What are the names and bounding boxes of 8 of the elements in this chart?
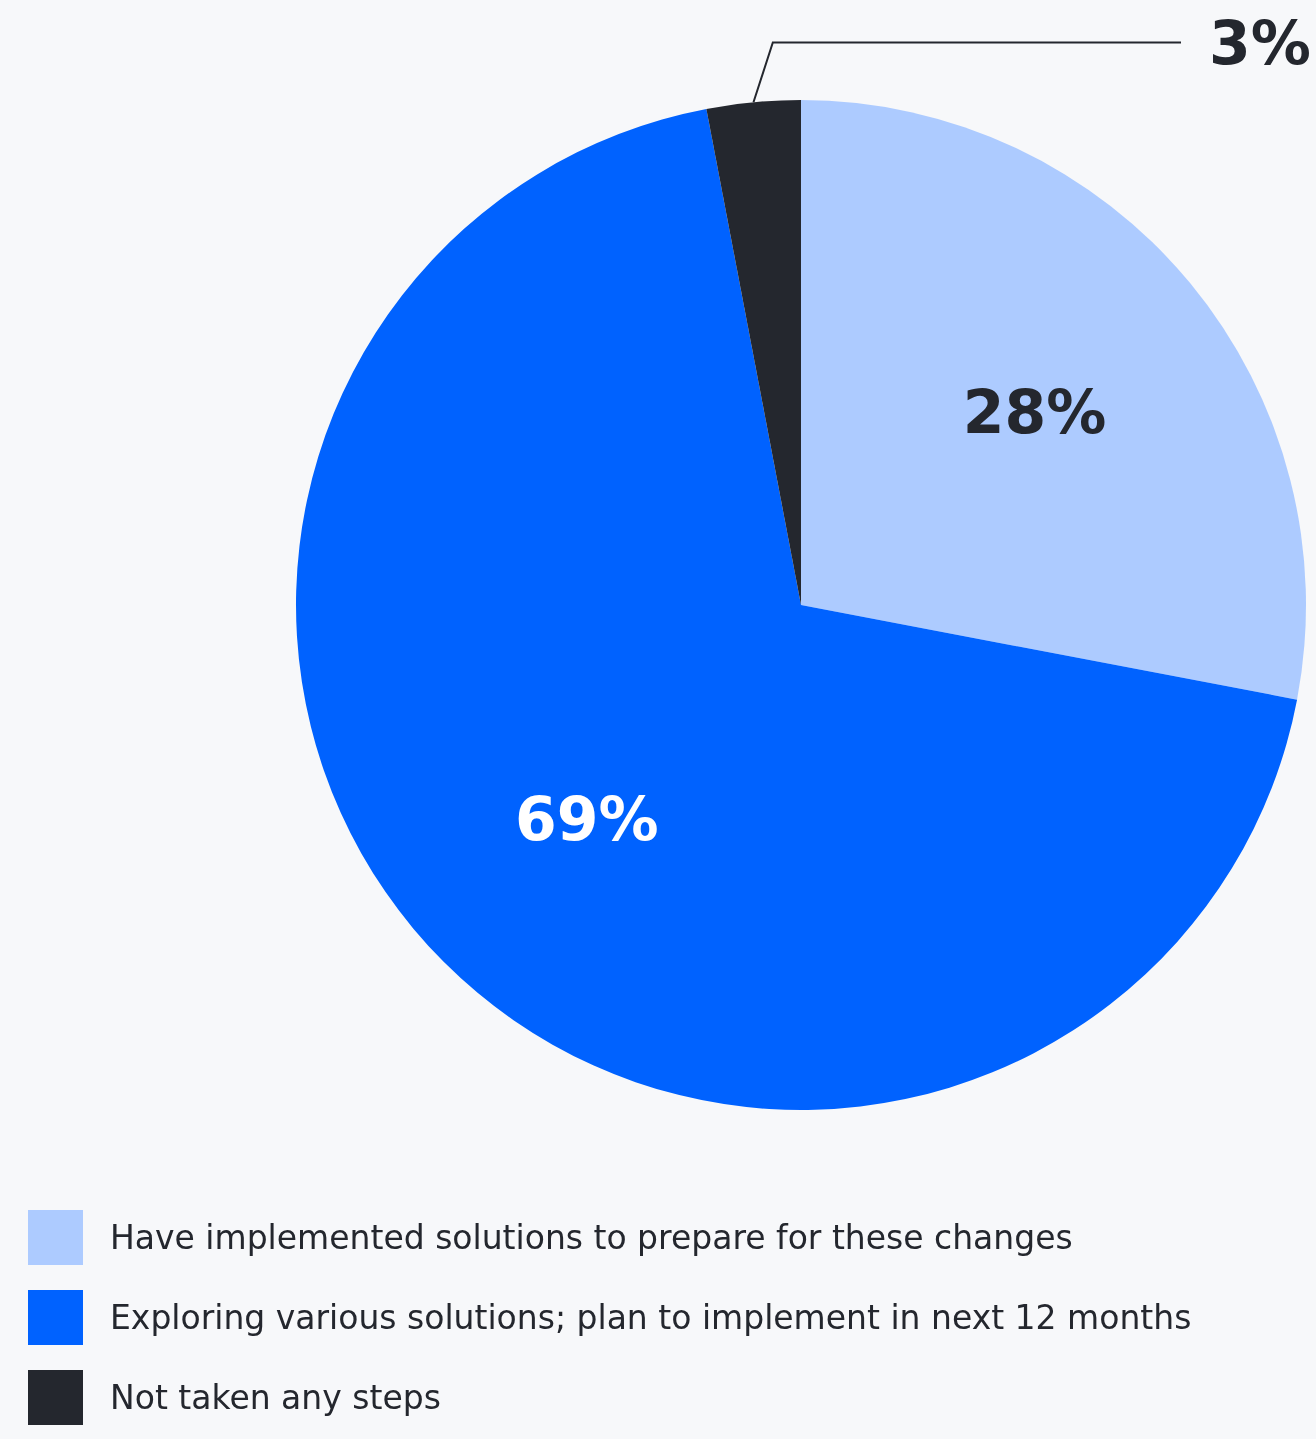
legend-label: Have implemented solutions to prepare for these changes <box>110 1218 1073 1257</box>
pie-slice <box>801 100 1305 700</box>
legend-label: Exploring various solutions; plan to implement in next 12 months <box>110 1298 1192 1337</box>
pie-slice <box>296 108 1298 1110</box>
data-label: 69% <box>514 784 659 855</box>
data-label: 3% <box>1209 7 1311 78</box>
data-label: 28% <box>962 376 1107 447</box>
legend-label: Not taken any steps <box>110 1378 441 1417</box>
